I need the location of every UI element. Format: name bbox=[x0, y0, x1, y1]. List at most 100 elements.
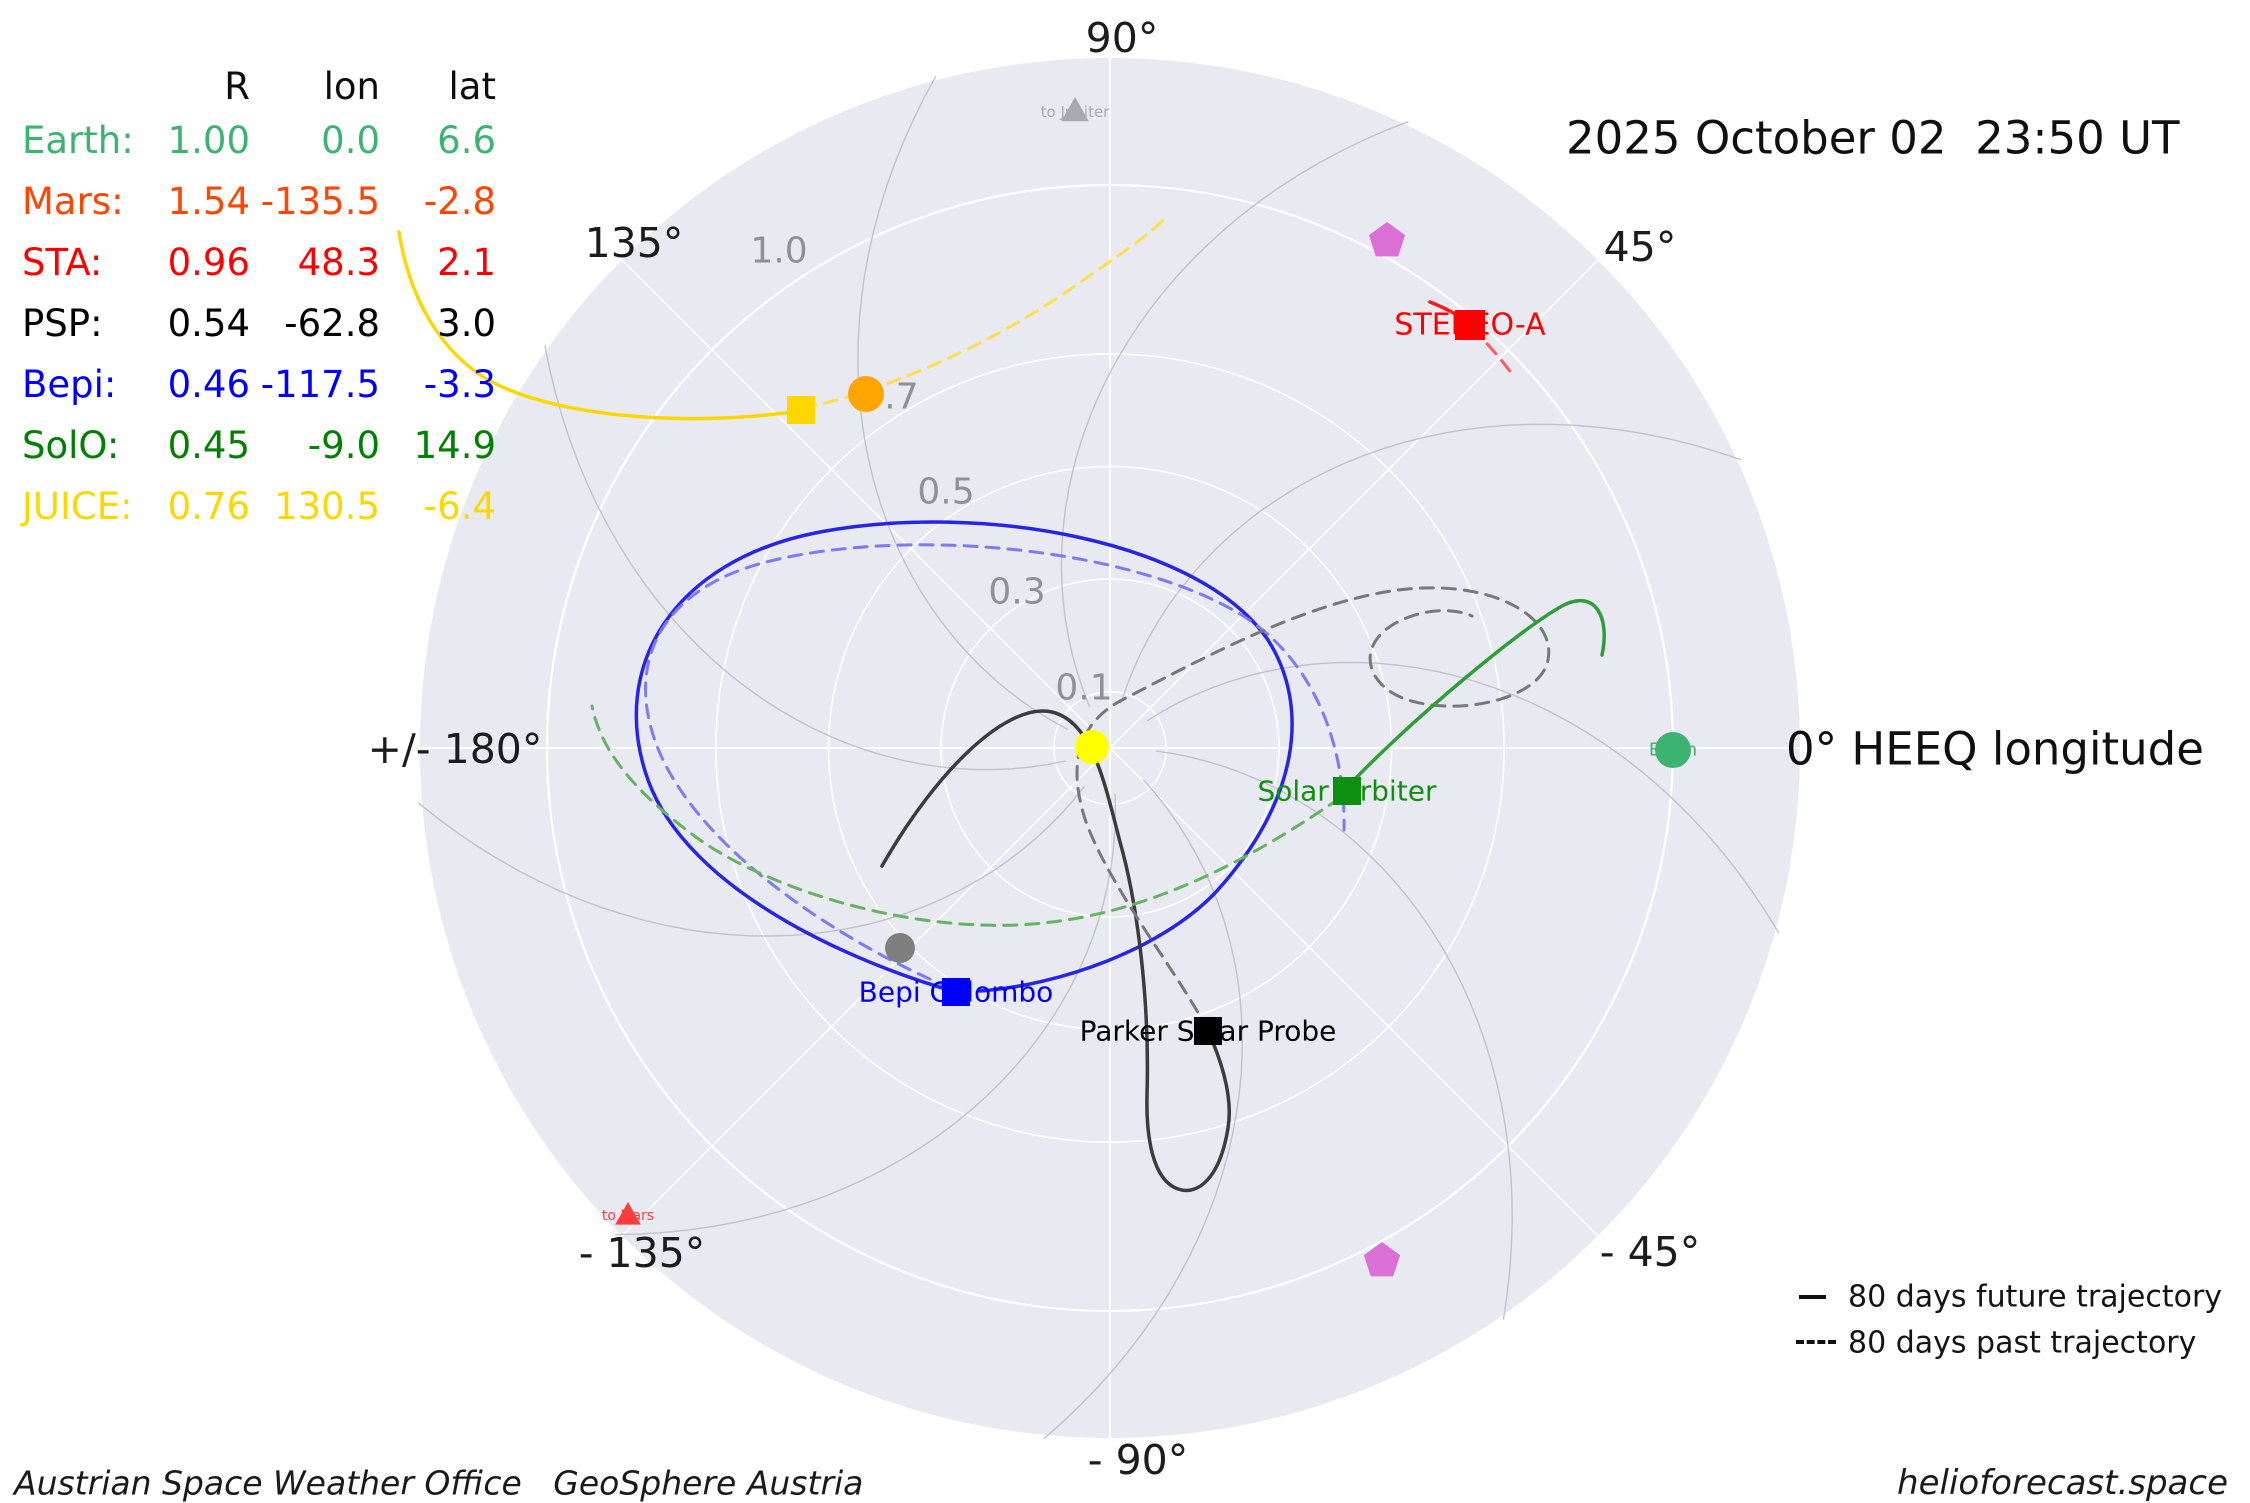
footer-credit: Austrian Space Weather Office GeoSphere … bbox=[14, 1463, 864, 1503]
table-header-cell: lat bbox=[448, 64, 496, 108]
spiral-line bbox=[857, 75, 1069, 731]
legend-future-label: 80 days future trajectory bbox=[1848, 1279, 2223, 1315]
angle-tick-label: - 90° bbox=[1088, 1436, 1189, 1484]
parker-solar-probe-label: Parker Solar Probe bbox=[1080, 1015, 1337, 1048]
spiral-line bbox=[1060, 120, 1409, 708]
psp-past-trajectory bbox=[1075, 586, 1551, 1033]
table-cell: JUICE: bbox=[22, 485, 133, 528]
table-cell: -135.5 bbox=[260, 180, 380, 223]
table-cell: -6.4 bbox=[423, 485, 496, 528]
table-header-cell: R bbox=[224, 64, 250, 108]
spiral-line bbox=[615, 793, 1117, 1236]
angle-tick-label: 90° bbox=[1086, 14, 1159, 62]
stereo-a-label: STEREO-A bbox=[1394, 308, 1546, 343]
table-cell: 0.46 bbox=[167, 363, 250, 406]
table-cell: 130.5 bbox=[274, 485, 380, 528]
venus-marker bbox=[848, 376, 884, 412]
table-cell: PSP: bbox=[22, 302, 103, 345]
l5-label: L5 bbox=[1371, 1250, 1394, 1272]
radial-tick-label: 0.1 bbox=[1055, 668, 1112, 709]
table-cell: Bepi: bbox=[22, 363, 117, 406]
spiral-line bbox=[1120, 423, 1742, 704]
grid-spoke bbox=[621, 259, 1111, 749]
spiral-line bbox=[417, 785, 1086, 937]
spiral-line bbox=[1043, 779, 1244, 1440]
angle-tick-label: 135° bbox=[585, 219, 684, 267]
table-cell: -2.8 bbox=[423, 180, 496, 223]
mercury-marker bbox=[885, 933, 915, 963]
table-row: Bepi: 0.46 -117.5 -3.3 bbox=[22, 354, 496, 415]
table-cell: 0.76 bbox=[167, 485, 250, 528]
table-row: JUICE: 0.76 130.5 -6.4 bbox=[22, 476, 496, 537]
grid-spoke bbox=[621, 747, 1111, 1237]
stereo-a-marker bbox=[1455, 310, 1485, 340]
juice-future-trajectory bbox=[397, 230, 801, 421]
table-cell: -3.3 bbox=[423, 363, 496, 406]
table-cell: 14.9 bbox=[413, 424, 496, 467]
bepi-colombo-marker bbox=[942, 978, 970, 1006]
angle-tick-label: +/- 180° bbox=[368, 725, 543, 773]
table-cell: 1.00 bbox=[167, 119, 250, 162]
bepi-colombo-label: Bepi Colombo bbox=[859, 976, 1054, 1009]
table-cell: -117.5 bbox=[260, 363, 380, 406]
angle-tick-label: - 45° bbox=[1600, 1228, 1701, 1276]
table-cell: Earth: bbox=[22, 119, 134, 162]
solo-past-trajectory bbox=[590, 704, 1342, 927]
table-cell: -9.0 bbox=[307, 424, 380, 467]
table-cell: 0.54 bbox=[167, 302, 250, 345]
solid-line-icon bbox=[1799, 1295, 1826, 1299]
grid-spoke bbox=[1109, 747, 1599, 1237]
table-cell: SolO: bbox=[22, 424, 120, 467]
table-cell: Mars: bbox=[22, 180, 124, 223]
sun-marker bbox=[1075, 730, 1109, 764]
angle-tick-label: 45° bbox=[1604, 223, 1677, 271]
radial-tick-label: 0.3 bbox=[988, 572, 1045, 613]
juice-marker bbox=[787, 396, 815, 424]
solar-orbiter-label: Solar Orbiter bbox=[1257, 775, 1437, 808]
heeq-axis-title: 0° HEEQ longitude bbox=[1786, 722, 2204, 776]
spiral-line bbox=[1155, 750, 1513, 1320]
to-mars-label: to Mars bbox=[602, 1208, 654, 1224]
angle-tick-label: - 135° bbox=[579, 1229, 706, 1277]
parker-solar-probe-marker bbox=[1194, 1017, 1222, 1045]
legend-past-label: 80 days past trajectory bbox=[1848, 1325, 2197, 1361]
table-row: PSP: 0.54 -62.8 3.0 bbox=[22, 293, 496, 354]
sun-label: Sun bbox=[1076, 737, 1108, 757]
table-row: SolO: 0.45 -9.0 14.9 bbox=[22, 415, 496, 476]
to-mars-marker bbox=[615, 1202, 641, 1225]
table-cell: 6.6 bbox=[437, 119, 496, 162]
table-cell: 48.3 bbox=[297, 241, 380, 284]
table-row: Mars: 1.54 -135.5 -2.8 bbox=[22, 171, 496, 232]
datetime-label: 2025 October 02 23:50 UT bbox=[1566, 111, 2180, 165]
solar-orbiter-marker bbox=[1333, 777, 1361, 805]
grid-spoke bbox=[1109, 259, 1599, 749]
table-header-cell: lon bbox=[323, 64, 380, 108]
earth-label: Earth bbox=[1649, 740, 1697, 761]
spiral-line bbox=[544, 345, 1067, 771]
bepi-past-trajectory bbox=[644, 543, 1346, 990]
table-cell: 1.54 bbox=[167, 180, 250, 223]
table-row: Earth: 1.00 0.0 6.6 bbox=[22, 110, 496, 171]
to-jupiter-marker bbox=[1061, 97, 1089, 122]
table-cell: 2.1 bbox=[437, 241, 496, 284]
dashed-line-icon bbox=[1796, 1340, 1836, 1344]
psp-future-trajectory bbox=[880, 709, 1231, 1193]
earth-marker bbox=[1655, 732, 1691, 768]
table-cell: 0.45 bbox=[167, 424, 250, 467]
solo-future-trajectory bbox=[1350, 598, 1606, 784]
table-cell: 0.96 bbox=[167, 241, 250, 284]
l5-marker bbox=[1363, 1242, 1401, 1277]
l4-marker bbox=[1368, 222, 1406, 257]
table-cell: STA: bbox=[22, 241, 103, 284]
footer-website: helioforecast.space bbox=[1897, 1463, 2228, 1503]
table-cell: 3.0 bbox=[437, 302, 496, 345]
l4-label: L4 bbox=[1376, 230, 1399, 252]
to-jupiter-label: to Jupiter bbox=[1041, 103, 1111, 121]
table-row: STA: 0.96 48.3 2.1 bbox=[22, 232, 496, 293]
table-cell: 0.0 bbox=[321, 119, 380, 162]
radial-tick-label: 1.0 bbox=[750, 231, 807, 272]
